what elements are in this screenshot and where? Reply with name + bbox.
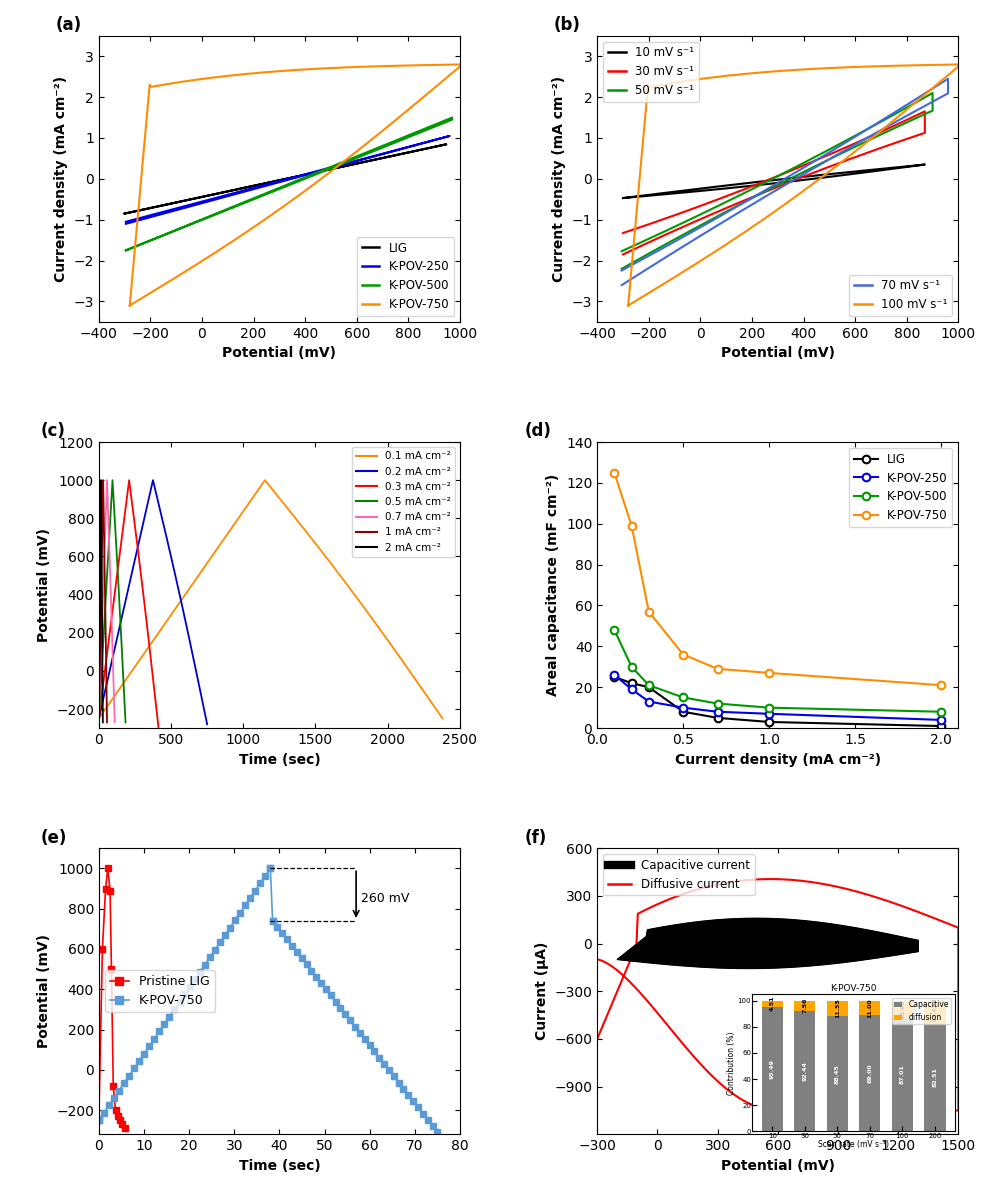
Text: (b): (b) [554,16,581,35]
K-POV-750 [287,938,298,953]
Legend: 0.1 mA cm⁻², 0.2 mA cm⁻², 0.3 mA cm⁻², 0.5 mA cm⁻², 0.7 mA cm⁻², 1 mA cm⁻², 2 mA: 0.1 mA cm⁻², 0.2 mA cm⁻², 0.3 mA cm⁻², 0… [352,448,454,556]
K-POV-250 [625,682,637,696]
Legend: Capacitive current, Diffusive current: Capacitive current, Diffusive current [603,854,755,896]
K-POV-500 [609,623,620,638]
X-axis label: Time (sec): Time (sec) [238,752,320,767]
Line: K-POV-500: K-POV-500 [611,626,945,715]
Pristine LIG [100,881,112,896]
K-POV-250 [643,695,655,709]
Line: Diffusive current: Diffusive current [597,879,958,1110]
Pristine LIG [119,1121,130,1135]
Diffusive current [941,1103,952,1118]
K-POV-250 [764,707,776,721]
Pristine LIG [104,884,116,898]
K-POV-750 [936,678,947,693]
K-POV-750 [143,1039,155,1053]
Y-axis label: Current density (mA cm⁻²): Current density (mA cm⁻²) [552,75,566,282]
Pristine LIG [114,1113,125,1127]
X-axis label: Potential (mV): Potential (mV) [721,1158,835,1173]
K-POV-500 [936,704,947,719]
X-axis label: Time (sec): Time (sec) [238,1158,320,1173]
Text: (f): (f) [525,829,547,847]
LIG [677,704,689,719]
X-axis label: Potential (mV): Potential (mV) [721,346,835,361]
LIG [764,715,776,730]
Line: K-POV-750: K-POV-750 [611,469,945,689]
Line: Pristine LIG: Pristine LIG [96,866,127,1132]
LIG [711,710,723,725]
Pristine LIG [117,1118,128,1132]
Y-axis label: Areal capacitance (mF cm⁻²): Areal capacitance (mF cm⁻²) [546,474,560,696]
K-POV-750 [625,518,637,533]
Pristine LIG [110,1103,122,1118]
Diffusive current [773,1103,784,1118]
Y-axis label: Current density (mA cm⁻²): Current density (mA cm⁻²) [54,75,68,282]
Text: (e): (e) [41,829,67,847]
Diffusive current [937,1103,948,1118]
Diffusive current [591,953,603,967]
Text: (a): (a) [55,16,82,35]
Y-axis label: Potential (mV): Potential (mV) [37,528,50,642]
K-POV-750 [93,1113,105,1127]
K-POV-750 [179,987,191,1002]
LIG [609,670,620,684]
Line: K-POV-250: K-POV-250 [611,671,945,724]
Polygon shape [618,918,918,968]
K-POV-750 [609,466,620,480]
Line: K-POV-750: K-POV-750 [96,866,441,1135]
Text: (c): (c) [41,423,66,441]
Y-axis label: Potential (mV): Potential (mV) [37,934,50,1048]
Pristine LIG [102,861,114,875]
Diffusive current [719,876,731,891]
K-POV-500 [711,696,723,710]
K-POV-750 [677,647,689,661]
Legend: LIG, K-POV-250, K-POV-500, K-POV-750: LIG, K-POV-250, K-POV-500, K-POV-750 [850,448,952,527]
K-POV-750 [764,666,776,681]
Pristine LIG [108,1079,120,1094]
Pristine LIG [97,942,109,956]
K-POV-750 [310,970,322,984]
LIG [625,676,637,690]
Text: (d): (d) [525,423,552,441]
Diffusive current [766,872,778,886]
K-POV-250 [711,704,723,719]
Line: LIG: LIG [611,673,945,730]
Legend: 70 mV s⁻¹, 100 mV s⁻¹: 70 mV s⁻¹, 100 mV s⁻¹ [850,275,952,316]
K-POV-500 [625,659,637,673]
K-POV-250 [936,713,947,727]
K-POV-750 [643,604,655,618]
K-POV-250 [609,667,620,682]
K-POV-500 [643,678,655,693]
Diffusive current [591,1032,603,1046]
Legend: Pristine LIG, K-POV-750: Pristine LIG, K-POV-750 [105,971,214,1013]
Pristine LIG [106,962,118,977]
K-POV-750 [325,989,337,1003]
X-axis label: Current density (mA cm⁻²): Current density (mA cm⁻²) [675,752,881,767]
Pristine LIG [93,1113,105,1127]
Diffusive current [883,894,895,909]
K-POV-750 [265,861,277,875]
K-POV-750 [711,661,723,676]
K-POV-250 [677,701,689,715]
K-POV-750 [432,1125,444,1139]
Legend: LIG, K-POV-250, K-POV-500, K-POV-750: LIG, K-POV-250, K-POV-500, K-POV-750 [357,236,454,316]
Text: 260 mV: 260 mV [361,892,409,905]
LIG [936,719,947,733]
Pristine LIG [112,1109,124,1124]
K-POV-750 [214,935,226,949]
Diffusive current [922,909,934,923]
K-POV-500 [677,690,689,704]
K-POV-500 [764,701,776,715]
Y-axis label: Current (μA): Current (μA) [535,942,548,1040]
LIG [643,681,655,695]
X-axis label: Potential (mV): Potential (mV) [222,346,336,361]
Diffusive current [606,997,618,1011]
